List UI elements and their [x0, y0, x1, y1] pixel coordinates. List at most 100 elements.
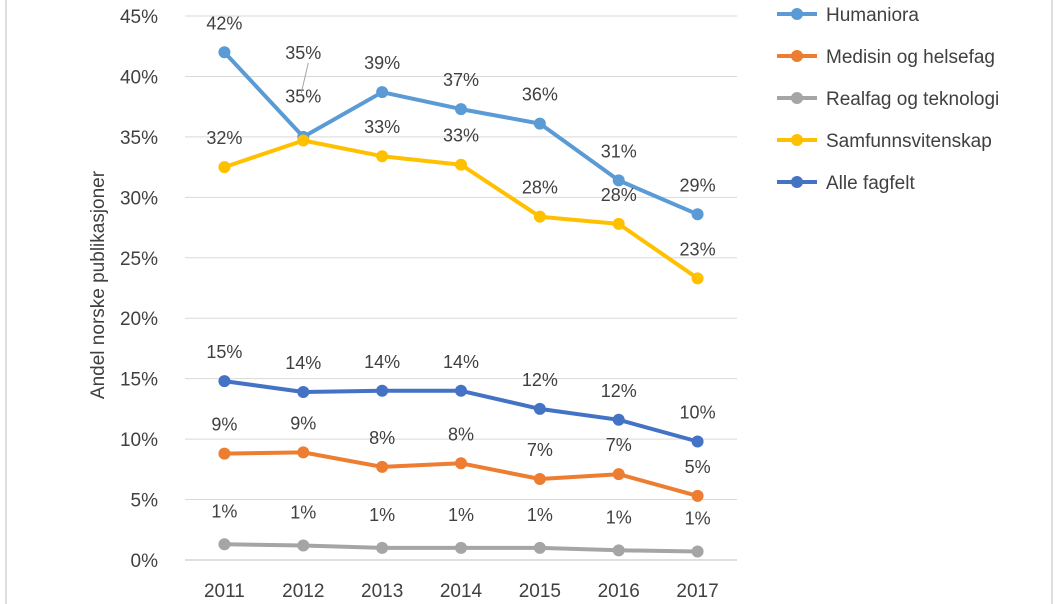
data-point-marker	[297, 539, 310, 552]
x-tick-label: 2013	[361, 581, 403, 602]
y-axis-title: Andel norske publikasjoner	[88, 170, 109, 399]
data-point-marker	[612, 468, 625, 481]
legend-swatch-marker	[791, 50, 803, 62]
data-label: 1%	[290, 502, 316, 522]
x-tick-label: 2014	[440, 581, 483, 602]
data-label: 1%	[527, 505, 553, 525]
data-point-marker	[455, 103, 467, 116]
legend-item-label: Humaniora	[826, 5, 919, 26]
data-point-marker	[691, 272, 704, 285]
data-label: 33%	[364, 117, 400, 137]
data-point-marker	[691, 208, 704, 221]
data-labels-group: 42% 35% 39% 37% 36% 31% 29% 9% 9% 8% 8% 7% 7% 5% 1% 1% 1…	[206, 13, 715, 528]
data-point-marker	[455, 541, 467, 554]
data-point-marker	[691, 545, 704, 558]
data-point-marker	[612, 413, 625, 426]
data-point-marker	[376, 541, 389, 554]
data-point-marker	[612, 544, 625, 557]
legend-swatch-marker	[791, 134, 803, 146]
data-point-marker	[297, 134, 310, 147]
data-point-marker	[455, 384, 467, 397]
data-label: 12%	[601, 381, 637, 401]
legend-item-label: Samfunnsvitenskap	[826, 131, 992, 152]
data-label: 28%	[601, 185, 637, 205]
data-label: 28%	[522, 178, 558, 198]
data-label: 14%	[364, 352, 400, 372]
y-tick-label: 25%	[120, 249, 158, 270]
y-tick-label: 15%	[120, 370, 158, 391]
data-point-marker	[455, 158, 467, 171]
x-tick-label: 2015	[519, 581, 561, 602]
data-label: 9%	[290, 413, 316, 433]
data-point-marker	[455, 457, 467, 470]
legend-swatch-marker	[791, 176, 803, 188]
data-point-marker	[612, 217, 625, 230]
data-point-marker	[533, 117, 546, 130]
data-point-marker	[376, 384, 389, 397]
data-label: 23%	[680, 239, 716, 259]
y-tick-label: 30%	[120, 188, 158, 209]
x-tick-label: 2011	[204, 581, 245, 602]
legend-swatch-marker	[791, 8, 803, 20]
data-point-marker	[297, 385, 310, 398]
y-tick-label: 35%	[120, 128, 158, 149]
data-label: 1%	[369, 505, 395, 525]
data-point-marker	[218, 375, 231, 388]
data-label-leader-line	[300, 62, 309, 94]
data-point-marker	[376, 86, 389, 99]
legend: Humaniora Medisin og helsefag Realfag og t…	[777, 5, 999, 194]
y-tick-label: 10%	[120, 430, 158, 451]
x-tick-label: 2017	[676, 581, 718, 602]
x-tick-label: 2016	[598, 581, 640, 602]
data-point-marker	[691, 435, 704, 448]
data-label: 39%	[364, 53, 400, 73]
data-label: 37%	[443, 70, 479, 90]
data-label: 8%	[369, 428, 395, 448]
data-label: 15%	[206, 342, 242, 362]
data-label: 12%	[522, 370, 558, 390]
data-label: 14%	[285, 353, 321, 373]
data-point-marker	[533, 210, 546, 223]
data-label: 14%	[443, 352, 479, 372]
data-point-marker	[297, 446, 310, 459]
x-axis-tick-labels: 2011 2012 2013 2014 2015 2016 2017	[204, 581, 719, 602]
y-axis-tick-labels: 0% 5% 10% 15% 20% 25% 30% 35% 40% 45%	[120, 7, 158, 572]
data-point-marker	[376, 150, 389, 163]
gridlines	[185, 15, 737, 561]
x-tick-label: 2012	[282, 581, 324, 602]
data-point-marker	[691, 489, 704, 502]
data-label: 32%	[206, 128, 242, 148]
data-label: 1%	[685, 509, 711, 529]
legend-item-label: Alle fagfelt	[826, 173, 915, 194]
y-tick-label: 20%	[120, 309, 158, 330]
legend-item-label: Realfag og teknologi	[826, 89, 999, 110]
series-group	[218, 46, 704, 558]
data-point-marker	[612, 174, 625, 187]
data-label: 35%	[285, 43, 321, 63]
data-point-marker	[218, 538, 231, 551]
data-point-marker	[218, 447, 231, 460]
data-point-marker	[376, 460, 389, 473]
data-point-marker	[533, 402, 546, 415]
data-point-marker	[533, 473, 546, 486]
y-tick-label: 5%	[131, 491, 159, 512]
y-tick-label: 40%	[120, 67, 158, 88]
data-label: 1%	[448, 505, 474, 525]
data-label: 8%	[448, 424, 474, 444]
data-label: 1%	[211, 501, 237, 521]
legend-swatch-marker	[791, 92, 803, 104]
y-tick-label: 45%	[120, 7, 158, 28]
data-point-marker	[533, 541, 546, 554]
data-point-marker	[218, 161, 231, 174]
data-label: 42%	[206, 13, 242, 33]
data-label: 7%	[606, 435, 632, 455]
data-label: 35%	[285, 87, 321, 107]
data-label: 1%	[606, 507, 632, 527]
data-label: 10%	[680, 403, 716, 423]
legend-item-label: Medisin og helsefag	[826, 47, 995, 68]
data-label: 7%	[527, 440, 553, 460]
data-label: 9%	[211, 415, 237, 435]
data-point-marker	[218, 46, 231, 59]
y-tick-label: 0%	[131, 551, 159, 572]
